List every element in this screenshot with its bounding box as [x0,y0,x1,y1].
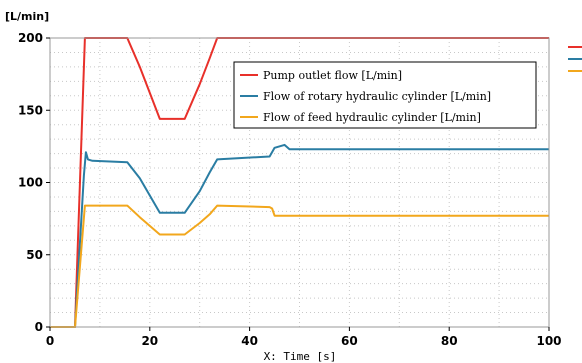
y-tick-label: 150 [18,103,43,117]
y-axis-unit-label: [L/min] [5,10,49,23]
x-tick-label: 20 [141,334,158,348]
x-tick-label: 60 [341,334,358,348]
side-legend-markers [568,46,582,72]
x-tick-labels: 0 20 40 60 80 100 [46,327,562,348]
legend-label-3: Flow of feed hydraulic cylinder [L/min] [263,111,481,124]
x-axis-label: X: Time [s] [264,350,337,363]
y-tick-label: 50 [26,248,43,262]
legend: Pump outlet flow [L/min] Flow of rotary h… [233,61,537,129]
y-tick-label: 100 [18,176,43,190]
legend-label-2: Flow of rotary hydraulic cylinder [L/min… [263,90,491,103]
series-line-2 [50,143,549,328]
legend-box [233,61,537,129]
legend-label-1: Pump outlet flow [L/min] [263,69,402,82]
series-layer [50,37,549,328]
series-line-1 [50,37,549,328]
y-tick-label: 0 [35,320,43,334]
y-tick-label: 200 [18,31,43,45]
y-tick-labels: 0 50 100 150 200 [18,31,50,334]
x-tick-label: 80 [441,334,458,348]
x-tick-label: 40 [241,334,258,348]
x-tick-label: 100 [536,334,561,348]
series-line-3 [50,204,549,328]
x-tick-label: 0 [46,334,54,348]
